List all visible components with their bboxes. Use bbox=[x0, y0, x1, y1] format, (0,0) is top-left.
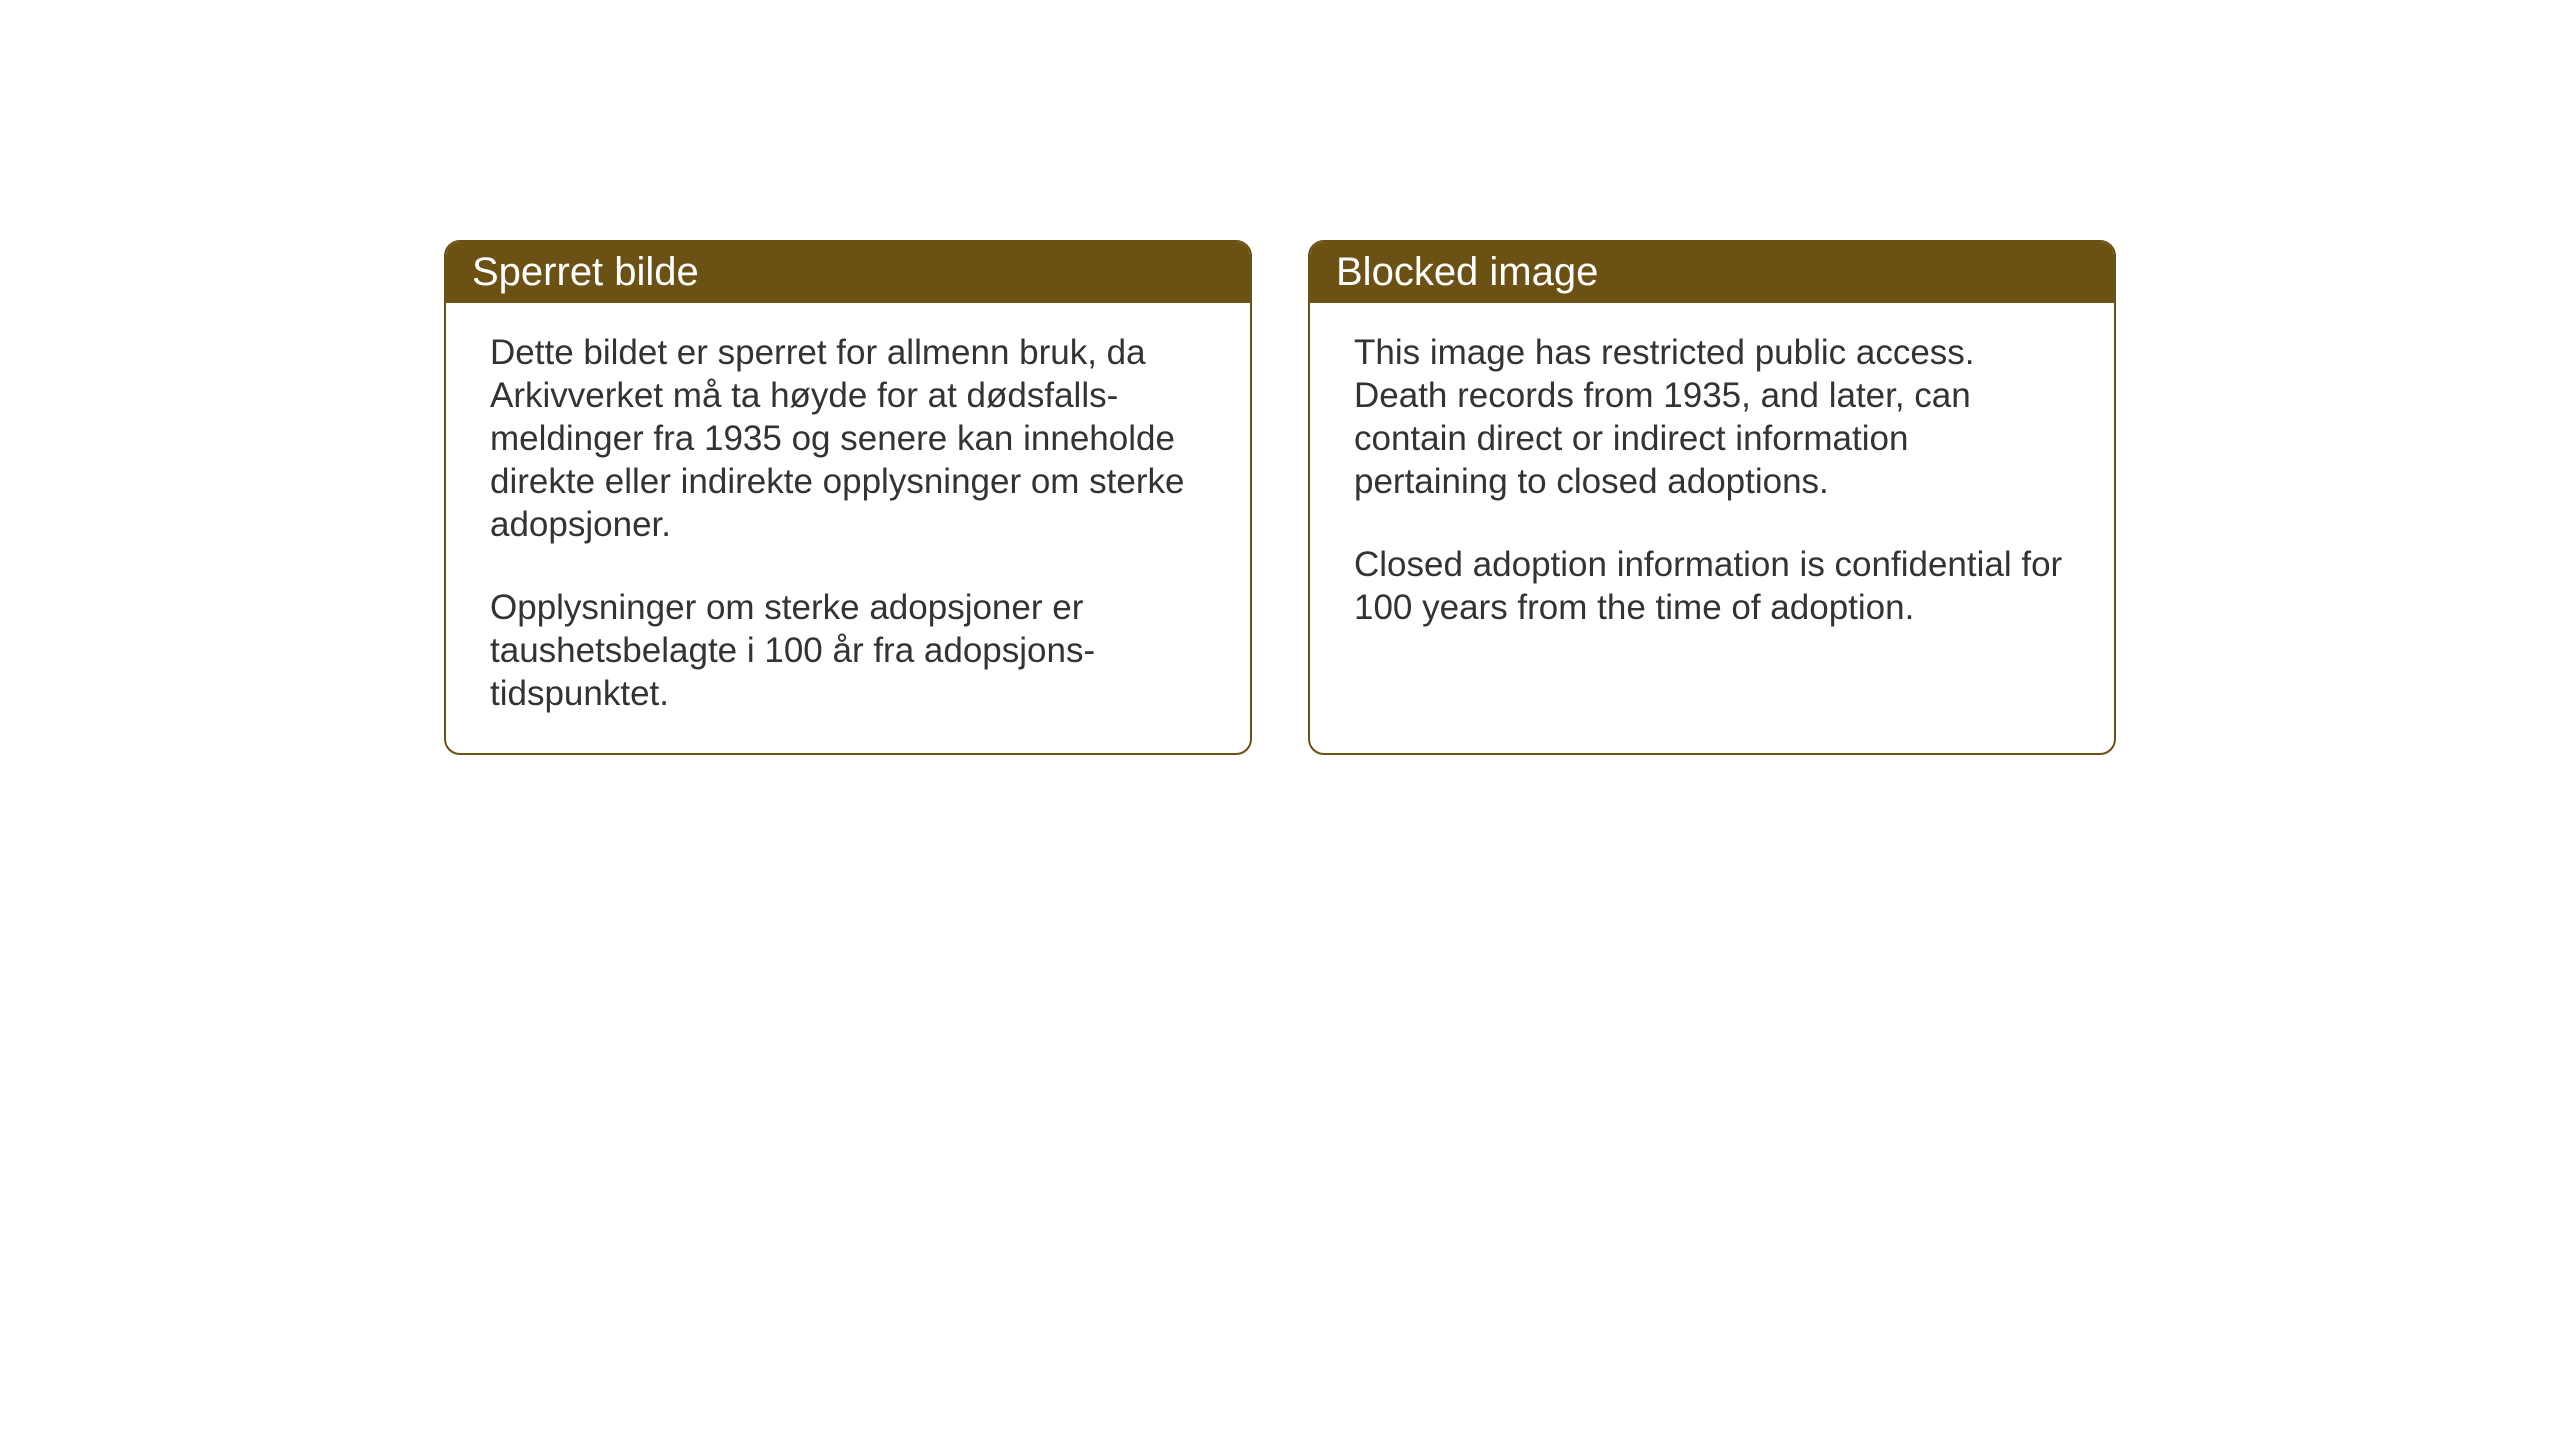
card-norwegian-body: Dette bildet er sperret for allmenn bruk… bbox=[446, 303, 1250, 753]
card-norwegian-title: Sperret bilde bbox=[472, 250, 699, 294]
card-english-paragraph-2: Closed adoption information is confident… bbox=[1354, 543, 2070, 629]
card-norwegian: Sperret bilde Dette bildet er sperret fo… bbox=[444, 240, 1252, 755]
cards-container: Sperret bilde Dette bildet er sperret fo… bbox=[444, 240, 2116, 755]
card-norwegian-paragraph-1: Dette bildet er sperret for allmenn bruk… bbox=[490, 331, 1206, 546]
card-norwegian-header: Sperret bilde bbox=[446, 242, 1250, 303]
card-english: Blocked image This image has restricted … bbox=[1308, 240, 2116, 755]
card-english-title: Blocked image bbox=[1336, 250, 1598, 294]
card-english-body: This image has restricted public access.… bbox=[1310, 303, 2114, 753]
card-english-header: Blocked image bbox=[1310, 242, 2114, 303]
card-english-paragraph-1: This image has restricted public access.… bbox=[1354, 331, 2070, 503]
card-norwegian-paragraph-2: Opplysninger om sterke adopsjoner er tau… bbox=[490, 586, 1206, 715]
